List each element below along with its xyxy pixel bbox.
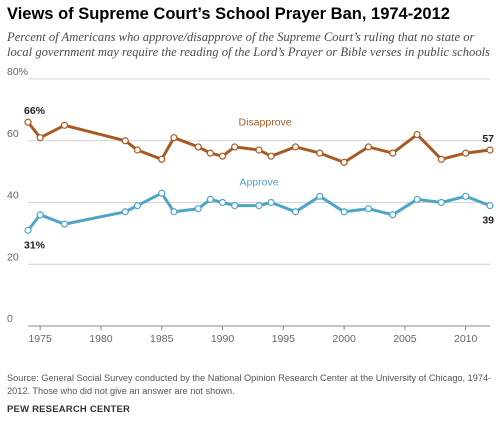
data-label: 31% [24, 239, 46, 251]
data-point-disapprove [218, 152, 227, 160]
data-point-approve [291, 208, 300, 216]
data-point-approve [389, 211, 397, 219]
y-tick-label: 0 [7, 313, 13, 325]
data-point-approve [36, 211, 44, 219]
data-point-approve [267, 198, 275, 207]
series-line-disapprove [26, 120, 492, 164]
data-point-disapprove [340, 158, 348, 166]
brand-logo-text: PEW RESEARCH CENTER [7, 404, 131, 415]
data-point-disapprove [231, 143, 239, 151]
y-tick-label: 20 [7, 251, 19, 263]
data-point-disapprove [255, 146, 263, 154]
data-point-approve [255, 201, 263, 210]
data-point-disapprove [364, 143, 373, 151]
data-point-approve [194, 205, 202, 213]
x-tick-label: 1980 [89, 333, 113, 345]
series-lines [24, 118, 494, 234]
data-point-disapprove [413, 130, 421, 139]
x-tick-label: 1985 [150, 333, 174, 345]
data-point-disapprove [158, 155, 166, 163]
data-point-disapprove [133, 146, 142, 154]
data-point-disapprove [121, 137, 129, 145]
x-tick-label: 2005 [393, 333, 417, 345]
data-point-disapprove [24, 118, 32, 126]
y-tick-label: 40 [7, 190, 19, 202]
data-point-disapprove [291, 143, 300, 151]
data-point-disapprove [36, 134, 44, 142]
series-label-approve: Approve [239, 177, 278, 189]
chart-labels: Disapprove Approve 66% 57 31% 39 [24, 105, 494, 251]
y-tick-label: 80% [7, 66, 28, 78]
data-point-approve [462, 192, 470, 200]
data-point-approve [206, 195, 214, 204]
data-point-approve [133, 201, 142, 210]
data-point-approve [340, 208, 348, 216]
x-tick-label: 1975 [28, 333, 52, 345]
data-point-disapprove [486, 146, 494, 154]
data-point-disapprove [170, 134, 178, 142]
chart-title: Views of Supreme Court’s School Prayer B… [7, 5, 450, 23]
data-label: 57 [482, 133, 494, 145]
x-tick-label: 1990 [211, 333, 235, 345]
data-point-disapprove [462, 149, 470, 157]
data-point-approve [121, 208, 129, 216]
data-point-disapprove [267, 152, 275, 160]
series-label-disapprove: Disapprove [239, 116, 292, 128]
data-point-disapprove [206, 149, 214, 157]
data-point-approve [170, 208, 178, 216]
data-point-disapprove [60, 121, 69, 129]
data-point-approve [158, 189, 166, 197]
data-point-approve [364, 205, 373, 213]
axes: 0 20 40 60 80% 1975 1980 1985 1990 1995 2000 2005 20… [7, 66, 490, 345]
data-point-approve [218, 198, 227, 207]
data-label: 39 [482, 215, 494, 227]
data-point-approve [486, 201, 494, 210]
data-point-approve [231, 201, 239, 210]
data-point-disapprove [194, 143, 202, 151]
data-point-approve [437, 198, 445, 207]
source-note: Source: General Social Survey conducted … [7, 373, 492, 396]
data-point-approve [60, 220, 69, 228]
data-point-disapprove [437, 155, 445, 163]
data-label: 66% [24, 105, 46, 117]
grid-lines [28, 78, 490, 265]
x-tick-label: 1995 [272, 333, 296, 345]
data-point-approve [316, 192, 324, 200]
y-tick-label: 60 [7, 128, 19, 140]
data-point-disapprove [389, 149, 397, 157]
chart-subtitle: Percent of Americans who approve/disappr… [7, 30, 491, 59]
x-tick-label: 2010 [454, 333, 478, 345]
x-tick-label: 2000 [332, 333, 356, 345]
data-point-approve [24, 226, 32, 234]
data-point-approve [413, 195, 421, 204]
data-point-disapprove [316, 149, 324, 157]
series-line-approve [26, 191, 492, 232]
